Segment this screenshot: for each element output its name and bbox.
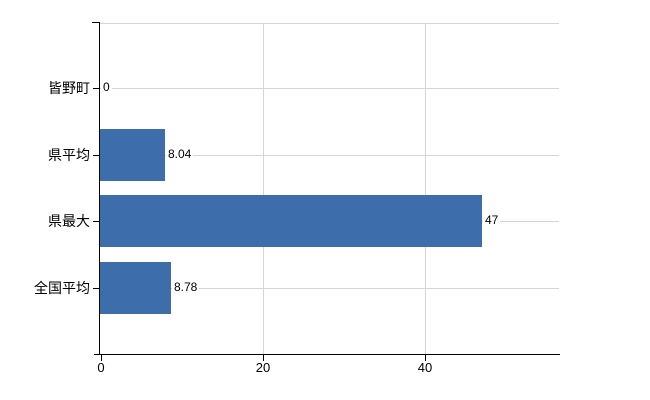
bar	[100, 262, 171, 314]
x-axis-tick	[263, 354, 264, 361]
x-gridline	[425, 23, 426, 354]
x-gridline	[263, 23, 264, 354]
bar	[100, 195, 482, 247]
x-axis	[94, 354, 560, 355]
category-label: 県平均	[48, 147, 90, 163]
bar	[100, 129, 165, 181]
y-axis-tick	[93, 288, 100, 289]
plot-top-border	[100, 23, 559, 24]
y-axis-tick	[93, 221, 100, 222]
value-label: 8.78	[172, 280, 200, 295]
y-gridline	[100, 155, 559, 156]
x-tick-label: 40	[417, 360, 433, 375]
y-axis-tick	[93, 155, 100, 156]
x-axis-tick	[101, 354, 102, 361]
y-gridline	[100, 288, 559, 289]
y-gridline	[100, 88, 559, 89]
y-axis	[99, 22, 100, 355]
category-label: 皆野町	[48, 80, 90, 96]
value-label: 8.04	[166, 147, 194, 162]
y-axis-tick	[93, 88, 100, 89]
x-tick-label: 0	[97, 360, 105, 375]
value-label: 0	[101, 80, 112, 95]
x-tick-label: 20	[255, 360, 271, 375]
category-label: 県最大	[48, 213, 90, 229]
value-label: 47	[483, 213, 501, 228]
y-axis-top-tick	[92, 22, 100, 23]
x-axis-tick	[425, 354, 426, 361]
category-label: 全国平均	[34, 280, 90, 296]
